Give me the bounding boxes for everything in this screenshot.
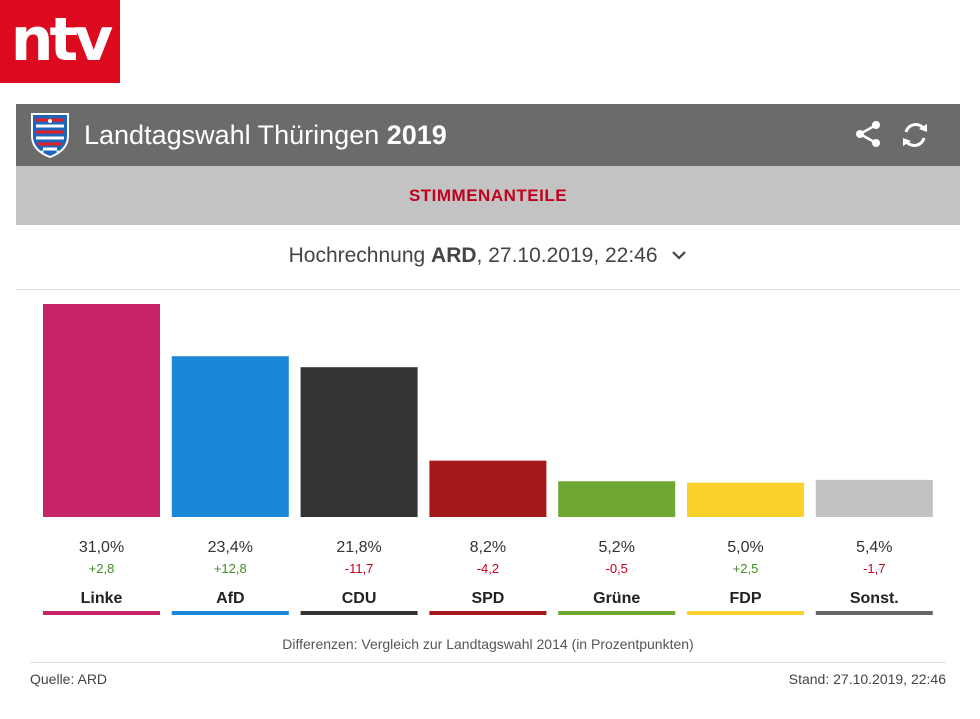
party-underline-3 xyxy=(429,611,547,615)
party-underline-1 xyxy=(171,611,289,615)
diff-label-2: -11,7 xyxy=(345,561,374,576)
stand-label: Stand: 27.10.2019, 22:46 xyxy=(788,671,946,687)
source-label: Quelle: ARD xyxy=(30,671,108,687)
value-label-5: 5,0% xyxy=(727,539,763,556)
chevron-down-icon xyxy=(672,251,687,260)
category-label-1: AfD xyxy=(216,590,244,607)
value-label-1: 23,4% xyxy=(208,539,253,556)
value-label-3: 8,2% xyxy=(470,539,506,556)
widget-title: Landtagswahl Thüringen 2019 xyxy=(84,119,447,151)
bar-5 xyxy=(687,482,804,517)
value-label-4: 5,2% xyxy=(598,539,634,556)
diff-label-0: +2,8 xyxy=(89,561,115,576)
footer-divider xyxy=(30,662,946,663)
tab-stimmenanteile[interactable]: STIMMENANTEILE xyxy=(408,186,568,205)
share-icon[interactable] xyxy=(854,120,882,148)
party-underline-0 xyxy=(43,611,160,615)
bar-chart: 31,0% +2,8 Linke 23,4% +12,8 AfD 21,8% -11,7 CDU… xyxy=(43,304,933,615)
value-label-6: 5,4% xyxy=(856,539,892,556)
party-underline-6 xyxy=(815,611,933,615)
divider xyxy=(16,289,960,290)
bar-6 xyxy=(815,479,933,517)
projection-datetime: , 27.10.2019, 22:46 xyxy=(476,244,658,267)
category-label-0: Linke xyxy=(81,590,123,607)
tab-bar: STIMMENANTEILE xyxy=(16,166,960,225)
ntv-logo[interactable]: ntv xyxy=(0,0,120,83)
category-label-5: FDP xyxy=(730,590,762,607)
diff-label-1: +12,8 xyxy=(214,561,247,576)
party-underline-2 xyxy=(300,611,418,615)
difference-note: Differenzen: Vergleich zur Landtagswahl … xyxy=(282,636,694,652)
logo-text: ntv xyxy=(10,4,113,75)
category-label-4: Grüne xyxy=(593,590,640,607)
diff-label-4: -0,5 xyxy=(605,561,627,576)
bar-3 xyxy=(429,460,547,517)
category-label-6: Sonst. xyxy=(850,590,899,607)
diff-label-5: +2,5 xyxy=(733,561,759,576)
category-label-2: CDU xyxy=(342,590,377,607)
bar-0 xyxy=(43,304,160,517)
bar-4 xyxy=(558,481,676,517)
category-label-3: SPD xyxy=(471,590,504,607)
projection-dropdown[interactable]: Hochrechnung ARD, 27.10.2019, 22:46 xyxy=(16,236,960,276)
bar-1 xyxy=(171,356,289,517)
thuringia-crest-icon xyxy=(31,113,69,158)
election-widget: Landtagswahl Thüringen 2019 STIMMENANTEI… xyxy=(16,104,960,704)
widget-header: Landtagswahl Thüringen 2019 xyxy=(16,104,960,166)
title-year: 2019 xyxy=(386,120,447,150)
diff-label-6: -1,7 xyxy=(863,561,885,576)
value-label-2: 21,8% xyxy=(336,539,381,556)
diff-label-3: -4,2 xyxy=(477,561,499,576)
value-label-0: 31,0% xyxy=(79,539,124,556)
projection-source: ARD xyxy=(431,244,477,267)
bar-2 xyxy=(300,367,418,517)
projection-prefix: Hochrechnung xyxy=(288,244,426,267)
title-main: Landtagswahl Thüringen xyxy=(84,120,380,150)
refresh-icon[interactable] xyxy=(900,120,930,150)
party-underline-5 xyxy=(687,611,804,615)
party-underline-4 xyxy=(558,611,676,615)
